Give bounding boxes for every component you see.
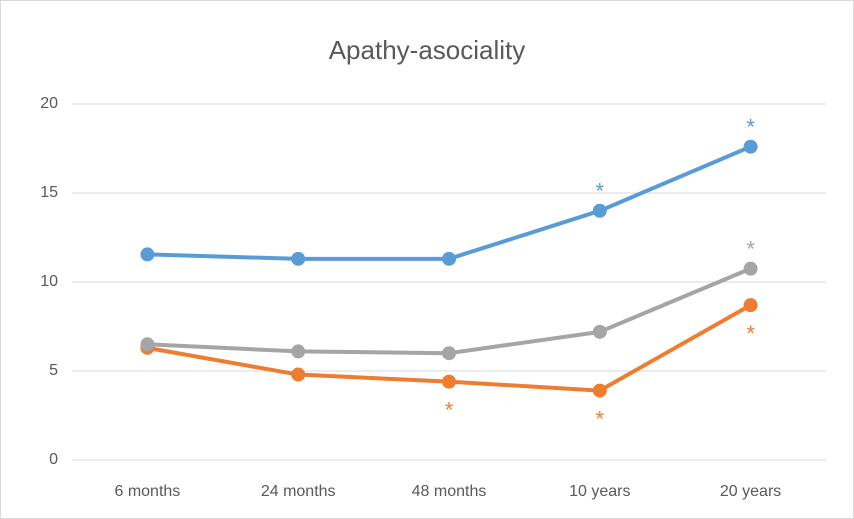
data-point bbox=[291, 367, 306, 382]
data-point bbox=[743, 298, 758, 313]
significance-marker: * bbox=[746, 321, 755, 346]
data-point bbox=[592, 383, 607, 398]
x-tick-label: 6 months bbox=[114, 483, 180, 500]
y-tick-label: 15 bbox=[40, 184, 58, 201]
data-point bbox=[442, 374, 456, 389]
data-point bbox=[442, 346, 456, 361]
chart-title: Apathy-asociality bbox=[329, 35, 526, 65]
data-point bbox=[743, 261, 758, 276]
x-tick-label: 48 months bbox=[412, 483, 487, 500]
significance-marker: * bbox=[746, 236, 755, 261]
significance-marker: * bbox=[746, 115, 755, 140]
y-tick-label: 20 bbox=[40, 95, 58, 112]
data-point bbox=[291, 251, 306, 266]
y-tick-label: 10 bbox=[40, 273, 58, 290]
data-point bbox=[140, 247, 155, 262]
data-point bbox=[442, 251, 456, 266]
significance-marker: * bbox=[596, 179, 605, 204]
data-point bbox=[592, 203, 607, 218]
y-tick-label: 5 bbox=[49, 362, 58, 379]
data-point bbox=[743, 139, 758, 154]
significance-marker: * bbox=[596, 406, 605, 431]
y-tick-label: 0 bbox=[49, 451, 58, 468]
x-tick-label: 24 months bbox=[261, 483, 336, 500]
data-point bbox=[592, 324, 607, 339]
data-point bbox=[291, 344, 306, 359]
significance-marker: * bbox=[445, 397, 454, 422]
x-tick-label: 20 years bbox=[720, 483, 781, 500]
data-point bbox=[140, 337, 155, 352]
x-tick-label: 10 years bbox=[569, 483, 630, 500]
